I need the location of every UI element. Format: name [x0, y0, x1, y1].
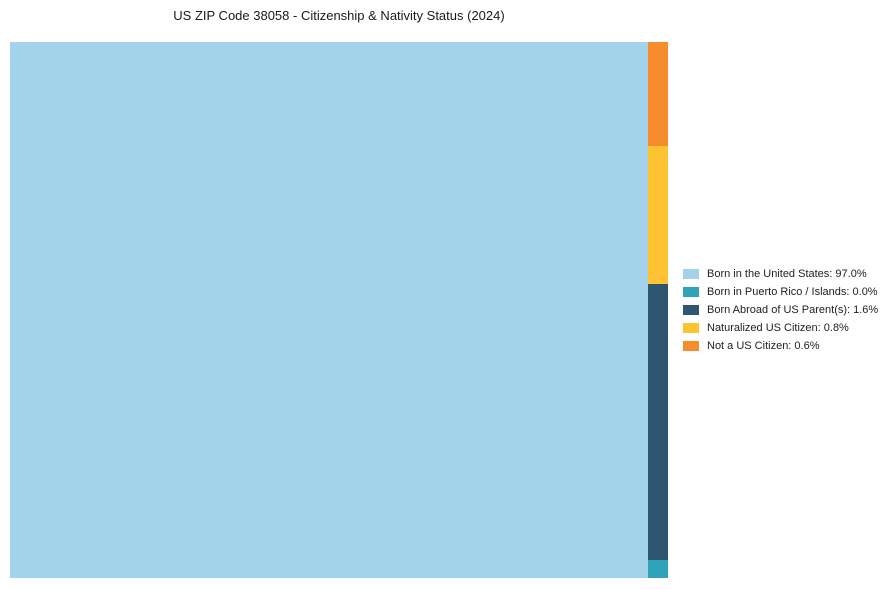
- treemap-chart: [10, 42, 668, 578]
- treemap-segment: [648, 560, 668, 578]
- treemap-segment: [648, 283, 668, 560]
- chart-title: US ZIP Code 38058 - Citizenship & Nativi…: [173, 8, 505, 23]
- treemap-segment: [648, 145, 668, 284]
- legend-label: Born in Puerto Rico / Islands: 0.0%: [707, 286, 878, 298]
- legend-swatch: [683, 269, 699, 279]
- legend-item: Born in Puerto Rico / Islands: 0.0%: [683, 283, 878, 301]
- legend-label: Born Abroad of US Parent(s): 1.6%: [707, 304, 879, 316]
- legend-item: Naturalized US Citizen: 0.8%: [683, 319, 878, 337]
- legend-item: Born Abroad of US Parent(s): 1.6%: [683, 301, 878, 319]
- legend: Born in the United States: 97.0% Born in …: [683, 265, 878, 355]
- legend-label: Not a US Citizen: 0.6%: [707, 340, 820, 352]
- legend-swatch: [683, 323, 699, 333]
- legend-item: Born in the United States: 97.0%: [683, 265, 878, 283]
- treemap-side-column: [648, 42, 668, 578]
- legend-item: Not a US Citizen: 0.6%: [683, 337, 878, 355]
- legend-swatch: [683, 287, 699, 297]
- legend-label: Naturalized US Citizen: 0.8%: [707, 322, 849, 334]
- treemap-segment: [648, 42, 668, 146]
- legend-swatch: [683, 305, 699, 315]
- treemap-segment-born-in-us: [10, 42, 648, 578]
- legend-swatch: [683, 341, 699, 351]
- legend-label: Born in the United States: 97.0%: [707, 268, 867, 280]
